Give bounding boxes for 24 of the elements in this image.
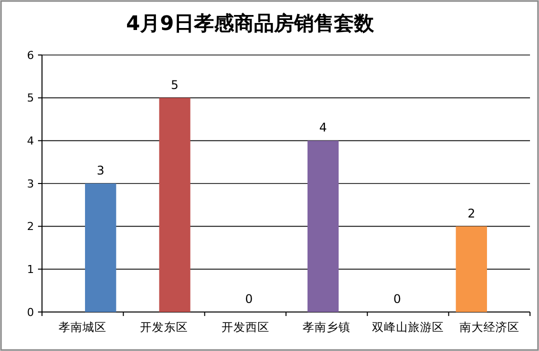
y-tick-label: 6: [27, 48, 34, 62]
data-label: 5: [170, 78, 179, 92]
bar: [456, 226, 487, 312]
y-tick-label: 0: [27, 306, 34, 319]
x-tick-label: 孝南乡镇: [302, 320, 351, 334]
x-tick-label: 开发东区: [140, 320, 188, 334]
bar: [85, 184, 116, 312]
data-label: 3: [96, 164, 104, 178]
data-label: 0: [393, 292, 402, 306]
x-tick-label: 双峰山旅游区: [372, 320, 444, 334]
y-tick-label: 5: [27, 92, 34, 105]
y-tick-label: 3: [27, 177, 34, 190]
data-label: 0: [245, 292, 253, 306]
y-tick-label: 1: [27, 263, 34, 276]
y-tick-label: 4: [27, 134, 34, 148]
chart-title: 4月9日孝感商品房销售套数: [126, 11, 375, 35]
x-tick-label: 南大经济区: [459, 320, 520, 334]
data-label: 2: [468, 206, 476, 220]
x-tick-label: 开发西区: [221, 320, 270, 334]
y-tick-label: 2: [27, 220, 34, 234]
data-label: 4: [319, 120, 327, 135]
x-tick-label: 孝南城区: [58, 320, 107, 334]
bar: [159, 98, 190, 312]
bar: [308, 140, 339, 312]
